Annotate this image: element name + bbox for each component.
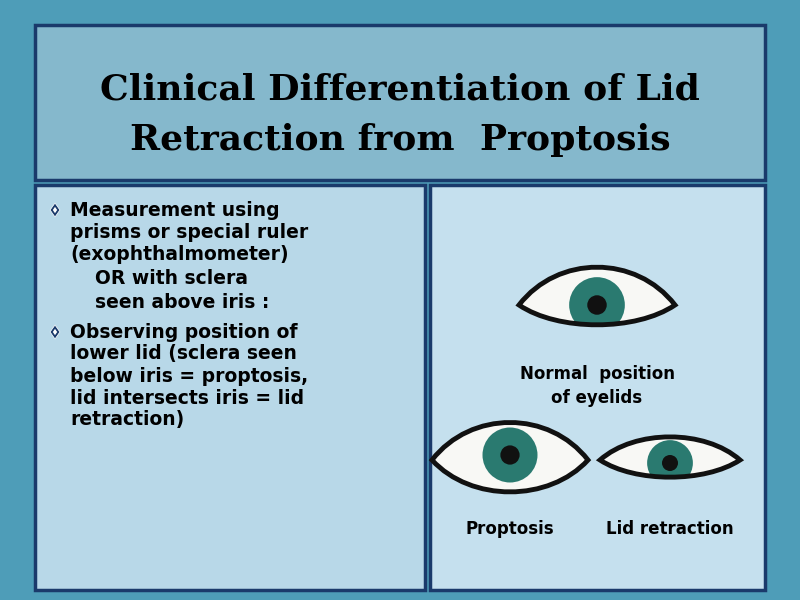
PathPatch shape — [432, 422, 588, 492]
Circle shape — [647, 440, 693, 486]
Text: Observing position of: Observing position of — [70, 323, 298, 341]
Text: lid intersects iris = lid: lid intersects iris = lid — [70, 389, 304, 407]
FancyBboxPatch shape — [35, 25, 765, 180]
Text: Lid retraction: Lid retraction — [606, 520, 734, 538]
Circle shape — [662, 455, 678, 471]
Text: retraction): retraction) — [70, 410, 184, 430]
Text: seen above iris :: seen above iris : — [95, 292, 270, 311]
PathPatch shape — [600, 437, 740, 477]
FancyBboxPatch shape — [35, 185, 425, 590]
Polygon shape — [53, 207, 58, 213]
PathPatch shape — [519, 267, 675, 325]
Polygon shape — [53, 329, 58, 335]
Circle shape — [500, 445, 520, 464]
Text: lower lid (sclera seen: lower lid (sclera seen — [70, 344, 297, 364]
Text: Retraction from  Proptosis: Retraction from Proptosis — [130, 123, 670, 157]
Text: Clinical Differentiation of Lid: Clinical Differentiation of Lid — [100, 73, 700, 107]
Circle shape — [587, 295, 606, 315]
Text: Normal  position
of eyelids: Normal position of eyelids — [519, 365, 674, 407]
Text: prisms or special ruler: prisms or special ruler — [70, 223, 308, 241]
Circle shape — [482, 427, 538, 482]
Polygon shape — [50, 203, 60, 217]
Text: Measurement using: Measurement using — [70, 200, 280, 220]
Circle shape — [569, 277, 625, 333]
Text: OR with sclera: OR with sclera — [95, 269, 248, 287]
FancyBboxPatch shape — [430, 185, 765, 590]
Text: (exophthalmometer): (exophthalmometer) — [70, 245, 289, 263]
Polygon shape — [50, 325, 60, 339]
Text: Proptosis: Proptosis — [466, 520, 554, 538]
Text: below iris = proptosis,: below iris = proptosis, — [70, 367, 308, 385]
